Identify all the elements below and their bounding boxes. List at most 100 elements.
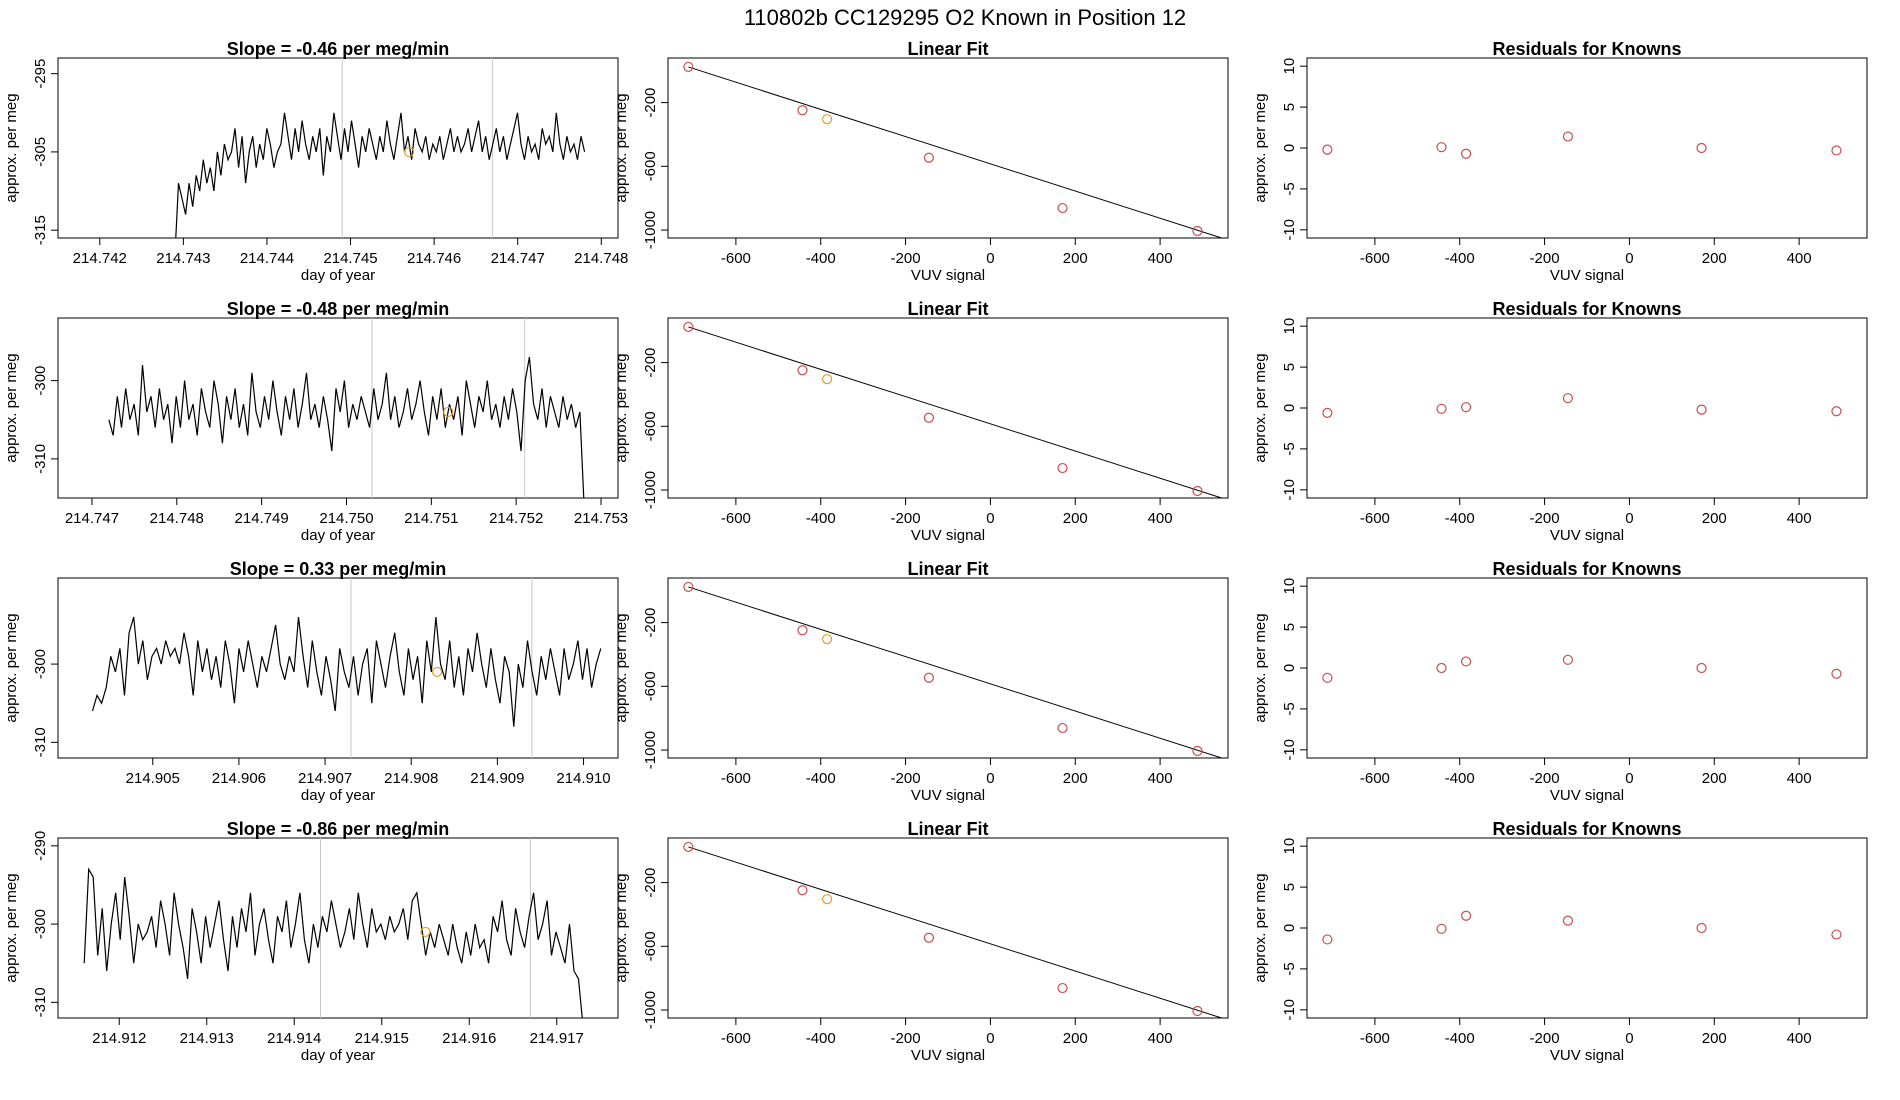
panel-title: Linear Fit bbox=[907, 559, 988, 579]
x-tick-label: 200 bbox=[1702, 250, 1727, 267]
known-marker bbox=[431, 666, 443, 678]
x-tick-label: 0 bbox=[986, 1030, 994, 1047]
y-axis-label: approx. per meg bbox=[1252, 353, 1269, 462]
data-point bbox=[1562, 131, 1574, 142]
y-tick-label: -200 bbox=[642, 608, 659, 638]
data-point bbox=[1460, 148, 1472, 159]
plot-frame bbox=[667, 837, 1229, 1019]
data-point bbox=[1322, 144, 1333, 155]
page-title: 110802b CC129295 O2 Known in Position 12 bbox=[744, 5, 1186, 30]
x-axis-label: VUV signal bbox=[911, 1047, 985, 1064]
x-tick-label: 214.912 bbox=[92, 1030, 146, 1047]
y-axis-label: approx. per meg bbox=[613, 873, 630, 982]
x-tick-label: -600 bbox=[1360, 770, 1390, 787]
y-tick-label: -290 bbox=[32, 831, 49, 861]
y-tick-label: -1000 bbox=[642, 731, 659, 769]
y-tick-label: -600 bbox=[642, 931, 659, 961]
data-point bbox=[1192, 485, 1203, 497]
x-tick-label: 214.748 bbox=[574, 250, 628, 267]
x-tick-label: -400 bbox=[1445, 770, 1475, 787]
data-point bbox=[1057, 982, 1068, 994]
x-tick-label: -600 bbox=[721, 1030, 751, 1047]
data-point bbox=[923, 412, 935, 423]
x-tick-label: 200 bbox=[1063, 770, 1088, 787]
x-tick-label: 400 bbox=[1148, 770, 1173, 787]
x-tick-label: -400 bbox=[806, 770, 836, 787]
plot-data bbox=[1322, 393, 1842, 419]
data-point bbox=[797, 105, 808, 116]
x-tick-label: -400 bbox=[1445, 510, 1475, 527]
y-axis-label: approx. per meg bbox=[613, 93, 630, 202]
x-tick-label: -400 bbox=[1445, 250, 1475, 267]
x-tick-label: 214.747 bbox=[65, 510, 119, 527]
y-tick-label: 0 bbox=[1281, 144, 1298, 152]
data-point bbox=[1562, 915, 1574, 926]
data-point bbox=[1562, 654, 1574, 665]
x-tick-label: -600 bbox=[1360, 250, 1390, 267]
y-tick-label: -315 bbox=[32, 215, 49, 245]
x-axis-label: VUV signal bbox=[1550, 787, 1624, 804]
x-tick-label: 214.751 bbox=[404, 510, 458, 527]
series-line bbox=[175, 112, 586, 238]
y-tick-label: -300 bbox=[32, 649, 49, 679]
panel-title: Residuals for Knowns bbox=[1492, 39, 1681, 59]
x-tick-label: 214.914 bbox=[267, 1030, 321, 1047]
plot-data bbox=[83, 838, 583, 1018]
data-point bbox=[1696, 662, 1707, 674]
x-tick-label: 400 bbox=[1787, 1030, 1812, 1047]
y-tick-label: 5 bbox=[1281, 363, 1298, 371]
data-point bbox=[1460, 656, 1472, 667]
panels-grid: Slope = -0.46 per meg/min 214.742 214.743 2… bbox=[3, 39, 1868, 1064]
panel-title: Residuals for Knowns bbox=[1492, 559, 1681, 579]
data-point bbox=[797, 625, 808, 636]
time-series-panel: Slope = -0.46 per meg/min 214.742 214.743 2… bbox=[3, 39, 628, 284]
data-point bbox=[1192, 225, 1203, 237]
data-point bbox=[1192, 1005, 1203, 1017]
x-tick-label: 214.913 bbox=[180, 1030, 234, 1047]
data-point bbox=[1057, 462, 1068, 474]
x-tick-label: 400 bbox=[1148, 250, 1173, 267]
x-tick-label: -200 bbox=[1530, 250, 1560, 267]
data-point bbox=[821, 114, 833, 125]
panel-title: Slope = -0.46 per meg/min bbox=[227, 39, 450, 59]
data-point bbox=[1831, 145, 1842, 156]
y-tick-label: 5 bbox=[1281, 103, 1298, 111]
plot-frame bbox=[1306, 577, 1868, 759]
y-tick-label: -300 bbox=[32, 909, 49, 939]
x-tick-label: -200 bbox=[1530, 1030, 1560, 1047]
y-tick-label: -200 bbox=[642, 348, 659, 378]
x-tick-label: -200 bbox=[891, 250, 921, 267]
y-tick-label: -10 bbox=[1281, 999, 1298, 1021]
y-axis-label: approx. per meg bbox=[1252, 613, 1269, 722]
data-point bbox=[1057, 722, 1068, 734]
plot-data bbox=[1322, 131, 1842, 159]
data-point bbox=[797, 365, 808, 376]
y-tick-label: -5 bbox=[1281, 702, 1298, 715]
data-point bbox=[1460, 402, 1472, 413]
panel-title: Slope = -0.48 per meg/min bbox=[227, 299, 450, 319]
y-tick-label: 10 bbox=[1281, 58, 1298, 75]
x-tick-label: 400 bbox=[1787, 250, 1812, 267]
x-tick-label: 214.753 bbox=[574, 510, 628, 527]
data-point bbox=[1436, 662, 1447, 674]
panel-title: Linear Fit bbox=[907, 299, 988, 319]
data-point bbox=[1460, 910, 1472, 921]
y-tick-label: 0 bbox=[1281, 924, 1298, 932]
y-tick-label: -200 bbox=[642, 868, 659, 898]
data-point bbox=[1696, 404, 1707, 415]
x-tick-label: 214.752 bbox=[489, 510, 543, 527]
y-tick-label: -310 bbox=[32, 444, 49, 474]
y-tick-label: -310 bbox=[32, 727, 49, 757]
y-tick-label: -1000 bbox=[642, 471, 659, 509]
x-tick-label: 200 bbox=[1702, 510, 1727, 527]
x-axis-label: VUV signal bbox=[1550, 527, 1624, 544]
x-tick-label: 214.915 bbox=[355, 1030, 409, 1047]
data-point bbox=[1696, 922, 1707, 934]
x-axis-label: day of year bbox=[301, 527, 375, 544]
data-point bbox=[683, 321, 694, 333]
x-tick-label: -200 bbox=[891, 1030, 921, 1047]
x-tick-label: -200 bbox=[891, 770, 921, 787]
y-axis-label: approx. per meg bbox=[613, 353, 630, 462]
time-series-panel: Slope = 0.33 per meg/min 214.905 214.906 21… bbox=[3, 559, 619, 804]
fit-line bbox=[688, 66, 1222, 238]
